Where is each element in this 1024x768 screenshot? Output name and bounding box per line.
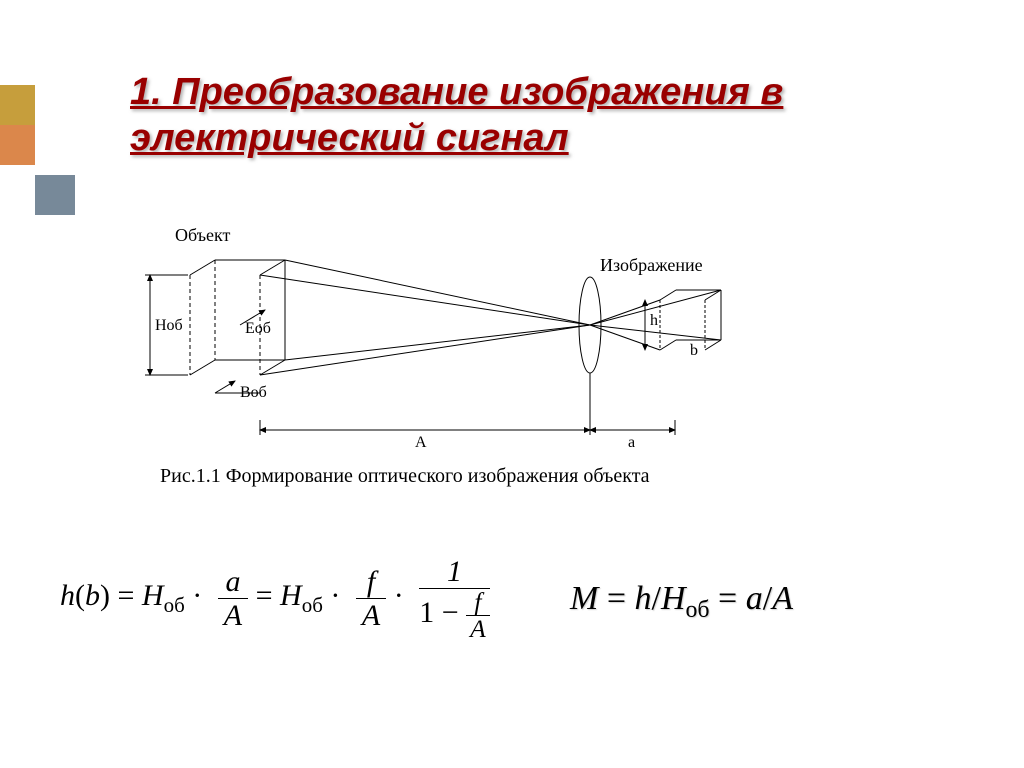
A-tick: A [415, 434, 427, 451]
decor-square-3 [35, 175, 75, 215]
page-title: 1. Преобразование изображения в электрич… [130, 70, 910, 161]
figure-caption: Рис.1.1 Формирование оптического изображ… [160, 465, 650, 488]
h-tick: h [650, 312, 658, 329]
formula-left: h(b) = Hоб · a A = Hоб · f A · 1 1 − f A [60, 555, 520, 641]
diagram-svg: Hоб Eоб Bоб A a h b [120, 225, 820, 455]
decor-square-1 [0, 85, 35, 125]
decor-square-2 [0, 125, 35, 165]
B-ob-tick: Bоб [240, 384, 267, 401]
a-tick: a [628, 434, 635, 451]
formula-right: M = h/Hоб = a/A [570, 580, 793, 624]
H-ob-tick: Hоб [155, 317, 183, 334]
b-tick: b [690, 342, 698, 359]
optical-diagram: Объект Изображение [120, 225, 820, 485]
E-ob-tick: Eоб [245, 320, 271, 337]
